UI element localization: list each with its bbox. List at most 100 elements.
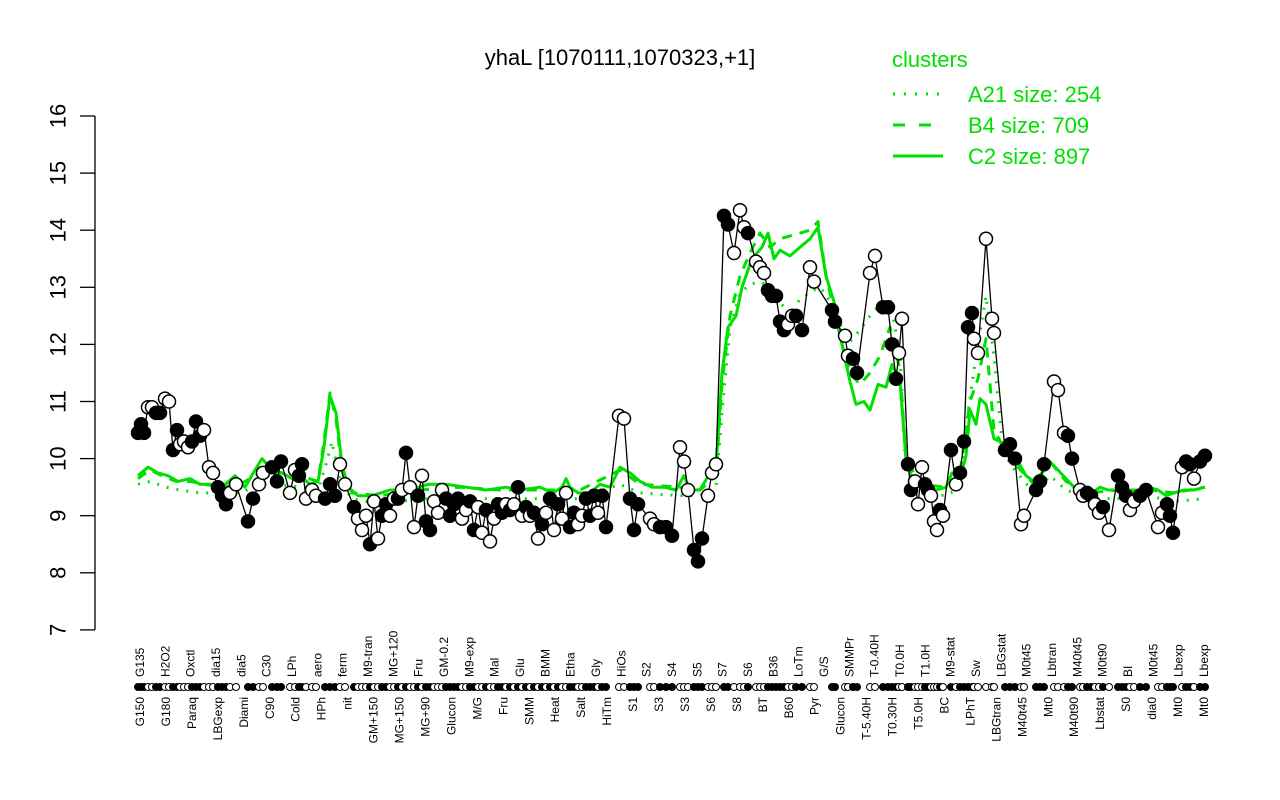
rug-mark	[668, 683, 676, 691]
x-tick-label: S8	[730, 697, 744, 712]
data-point	[964, 305, 980, 321]
rug-mark	[798, 683, 806, 691]
data-point	[802, 260, 818, 275]
data-point	[978, 231, 994, 247]
x-tick-label: S6	[741, 662, 755, 677]
data-point	[354, 522, 370, 538]
data-point	[672, 439, 688, 455]
data-point	[205, 465, 221, 481]
chart-title: yhaL [1070111,1070323,+1]	[485, 45, 756, 70]
data-point	[616, 411, 632, 426]
x-tick-label: nit	[341, 696, 355, 709]
data-point	[984, 311, 1000, 326]
x-axis-rug	[134, 683, 1209, 691]
data-point	[935, 508, 951, 523]
data-point	[510, 479, 526, 495]
x-tick-label: MG+150	[393, 697, 407, 744]
x-tick-label: ferm	[336, 653, 350, 677]
legend-entry-c2: C2 size: 897	[968, 144, 1090, 169]
x-tick-label: S3	[652, 697, 666, 712]
data-point	[986, 325, 1002, 341]
rug-mark	[259, 683, 267, 691]
x-tick-label: Glu	[513, 658, 527, 677]
x-tick-label: dia0	[1145, 697, 1159, 720]
y-tick-label: 14	[46, 218, 71, 242]
x-tick-label: BMM	[538, 649, 552, 677]
x-tick-label: Glucon	[834, 697, 848, 735]
rug-mark	[1201, 683, 1209, 691]
data-point	[398, 445, 414, 461]
data-point	[827, 314, 843, 329]
rug-mark	[602, 683, 610, 691]
x-tick-label: Glucon	[444, 697, 458, 735]
y-tick-label: 15	[46, 161, 71, 185]
data-point	[862, 265, 878, 281]
x-tick-label: Fru	[496, 697, 510, 715]
data-point	[1165, 525, 1181, 541]
data-point	[327, 488, 343, 503]
data-point	[269, 474, 285, 489]
data-point	[676, 454, 692, 469]
data-point	[914, 459, 930, 475]
data-point	[1101, 522, 1117, 538]
rug-mark	[634, 683, 642, 691]
x-tick-label: BT	[756, 696, 770, 712]
data-point	[788, 308, 804, 324]
rug-mark	[810, 683, 818, 691]
x-tick-label: S0	[1119, 697, 1133, 712]
data-point	[700, 488, 716, 503]
data-point	[337, 477, 353, 492]
data-point	[956, 434, 972, 449]
data-point	[1186, 471, 1202, 486]
y-tick-label: 8	[46, 567, 71, 579]
x-tick-label: Heat	[548, 696, 562, 722]
data-point	[590, 505, 606, 521]
x-tick-label: Lbstat	[1093, 696, 1107, 729]
data-point	[282, 485, 298, 501]
data-point	[732, 202, 748, 218]
x-tick-label: HPh	[315, 697, 329, 720]
x-tick-label: M/G	[470, 697, 484, 720]
x-tick-label: Lbtran	[1045, 643, 1059, 677]
x-tick-label: Fru	[412, 659, 426, 677]
data-point	[414, 468, 430, 483]
data-point	[943, 442, 959, 458]
data-point	[1150, 519, 1166, 535]
legend-title: clusters	[892, 47, 968, 72]
data-point	[756, 265, 772, 281]
x-tick-label: Gly	[589, 659, 603, 677]
x-tick-label: Salt	[574, 696, 588, 717]
data-point	[1197, 448, 1213, 463]
legend: clusters A21 size: 254 B4 size: 709 C2 s…	[892, 47, 1101, 169]
data-point	[332, 457, 348, 472]
x-tick-label: HiTm	[600, 697, 614, 726]
x-tick-label: C90	[263, 697, 277, 719]
data-point	[598, 519, 614, 535]
x-tick-label: BC	[938, 697, 952, 714]
data-point	[594, 488, 610, 503]
rug-mark	[312, 683, 320, 691]
data-point	[526, 505, 542, 521]
rug-mark	[1020, 683, 1028, 691]
rug-mark	[277, 683, 285, 691]
y-tick-label: 13	[46, 275, 71, 299]
data-point	[1064, 451, 1080, 466]
x-tick-label: Mt0	[1041, 697, 1055, 717]
x-tick-label: Mt0	[1171, 697, 1185, 717]
data-point	[888, 371, 904, 386]
rug-mark	[744, 683, 752, 691]
data-point	[358, 508, 374, 523]
data-point	[1002, 437, 1018, 452]
data-point	[1162, 508, 1178, 523]
rug-mark	[1068, 683, 1076, 691]
data-point	[740, 225, 756, 241]
expression-series	[130, 202, 1213, 569]
x-tick-label: LPhT	[963, 696, 977, 725]
data-point	[1095, 499, 1111, 515]
data-point	[1036, 457, 1052, 472]
rug-mark	[1040, 683, 1048, 691]
x-tick-label: M40t90	[1067, 697, 1081, 737]
cluster-lines	[137, 220, 1206, 506]
x-tick-label: S2	[640, 662, 654, 677]
rug-mark	[712, 683, 720, 691]
